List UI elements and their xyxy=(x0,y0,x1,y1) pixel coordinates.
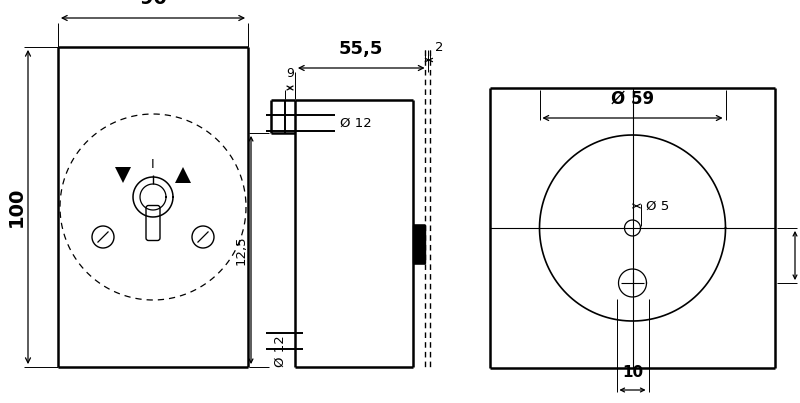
Text: 100: 100 xyxy=(6,187,26,227)
Text: 2: 2 xyxy=(435,41,443,54)
Polygon shape xyxy=(413,225,425,263)
FancyBboxPatch shape xyxy=(146,206,160,241)
Text: 9: 9 xyxy=(286,67,294,80)
Polygon shape xyxy=(175,167,191,183)
Text: Ø 59: Ø 59 xyxy=(611,90,654,108)
Text: 10: 10 xyxy=(622,365,643,380)
Text: 55,5: 55,5 xyxy=(339,40,383,58)
Text: 90: 90 xyxy=(139,0,166,8)
Text: I: I xyxy=(151,158,155,172)
Text: Ø 12: Ø 12 xyxy=(340,116,372,129)
Text: 12,5: 12,5 xyxy=(234,235,247,265)
Text: Ø 12: Ø 12 xyxy=(274,335,287,367)
Text: Ø 5: Ø 5 xyxy=(646,199,669,212)
Polygon shape xyxy=(115,167,131,183)
